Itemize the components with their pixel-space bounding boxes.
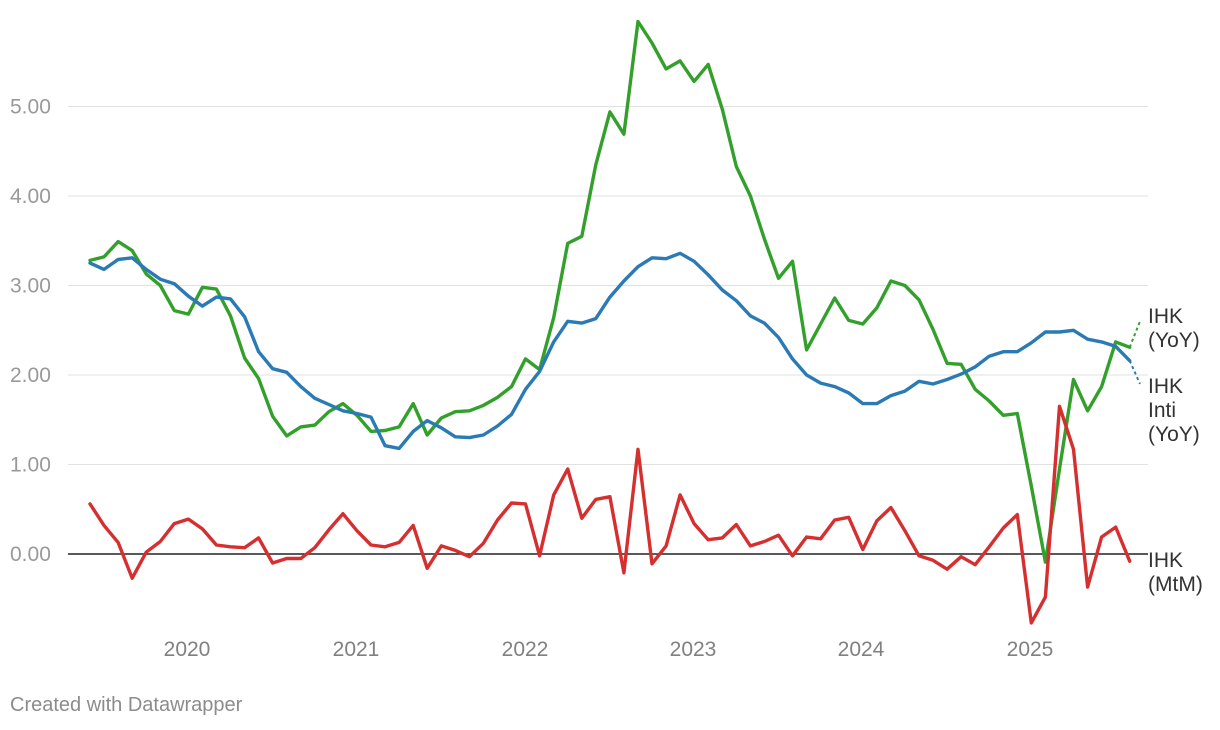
series-label-line: (YoY) <box>1148 329 1200 352</box>
series-label-1: IHK Inti (YoY) <box>1148 375 1200 446</box>
y-tick-label: 1.00 <box>10 454 51 477</box>
series-label-line: (YoY) <box>1148 423 1200 446</box>
series-label-line: IHK <box>1148 305 1183 328</box>
x-tick-label: 2022 <box>502 638 549 661</box>
x-tick-label: 2024 <box>838 638 885 661</box>
grid-lines <box>68 106 1148 555</box>
projection-line-1 <box>1128 360 1141 385</box>
y-tick-label: 2.00 <box>10 364 51 387</box>
projection-line-0 <box>1128 320 1141 348</box>
series-label-line: (MtM) <box>1148 573 1203 596</box>
credit-text: Created with Datawrapper <box>10 694 243 716</box>
y-tick-label: 5.00 <box>10 96 51 119</box>
series-labels: IHK (YoY)IHK Inti (YoY)IHK (MtM) <box>1148 305 1203 596</box>
series-line-2 <box>88 404 1132 625</box>
x-tick-label: 2020 <box>164 638 211 661</box>
y-axis: 5.00 4.00 3.00 2.00 1.00 0.00 <box>10 96 51 567</box>
y-tick-label: 4.00 <box>10 185 51 208</box>
series-line-0 <box>88 19 1132 564</box>
x-tick-label: 2021 <box>333 638 380 661</box>
series-lines <box>88 19 1141 625</box>
series-label-2: IHK (MtM) <box>1148 549 1203 596</box>
y-tick-label: 0.00 <box>10 543 51 566</box>
y-tick-label: 3.00 <box>10 275 51 298</box>
series-label-line: IHK <box>1148 375 1183 398</box>
x-tick-label: 2023 <box>670 638 717 661</box>
series-label-line: IHK <box>1148 549 1183 572</box>
series-label-line: Inti <box>1148 399 1176 422</box>
x-axis: 2020 2021 2022 2023 2024 2025 <box>164 638 1054 661</box>
series-line-1 <box>88 251 1132 451</box>
series-label-0: IHK (YoY) <box>1148 305 1200 352</box>
x-tick-label: 2025 <box>1007 638 1054 661</box>
